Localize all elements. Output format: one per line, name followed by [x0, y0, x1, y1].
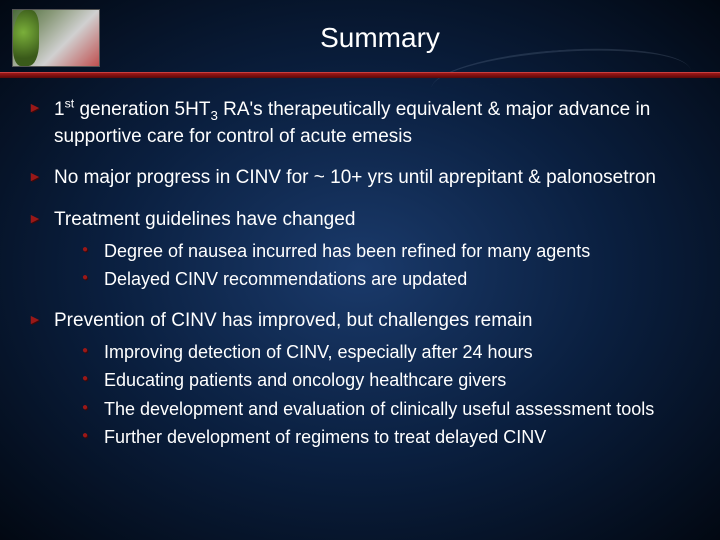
bullet-text: Prevention of CINV has improved, but cha… [54, 310, 532, 331]
bullet-text: No major progress in CINV for ~ 10+ yrs … [54, 167, 656, 188]
bullet-text: 1st generation 5HT3 RA's therapeutically… [54, 99, 650, 146]
sub-bullet-list: Degree of nausea incurred has been refin… [82, 240, 692, 291]
sub-bullet-item: Degree of nausea incurred has been refin… [82, 240, 692, 263]
bullet-item: Treatment guidelines have changed Degree… [28, 208, 692, 291]
sub-bullet-item: Improving detection of CINV, especially … [82, 341, 692, 364]
bullet-list: 1st generation 5HT3 RA's therapeutically… [28, 97, 692, 449]
sub-bullet-list: Improving detection of CINV, especially … [82, 341, 692, 449]
title-underline [0, 72, 720, 78]
slide-header: Summary [0, 0, 720, 75]
sub-bullet-item: The development and evaluation of clinic… [82, 398, 692, 421]
bullet-item: Prevention of CINV has improved, but cha… [28, 309, 692, 449]
bullet-item: No major progress in CINV for ~ 10+ yrs … [28, 166, 692, 190]
bullet-text: Treatment guidelines have changed [54, 209, 355, 230]
slide-content: 1st generation 5HT3 RA's therapeutically… [0, 75, 720, 477]
bullet-item: 1st generation 5HT3 RA's therapeutically… [28, 97, 692, 148]
header-thumbnail [12, 9, 100, 67]
sub-bullet-item: Delayed CINV recommendations are updated [82, 268, 692, 291]
sub-bullet-item: Further development of regimens to treat… [82, 426, 692, 449]
sub-bullet-item: Educating patients and oncology healthca… [82, 369, 692, 392]
